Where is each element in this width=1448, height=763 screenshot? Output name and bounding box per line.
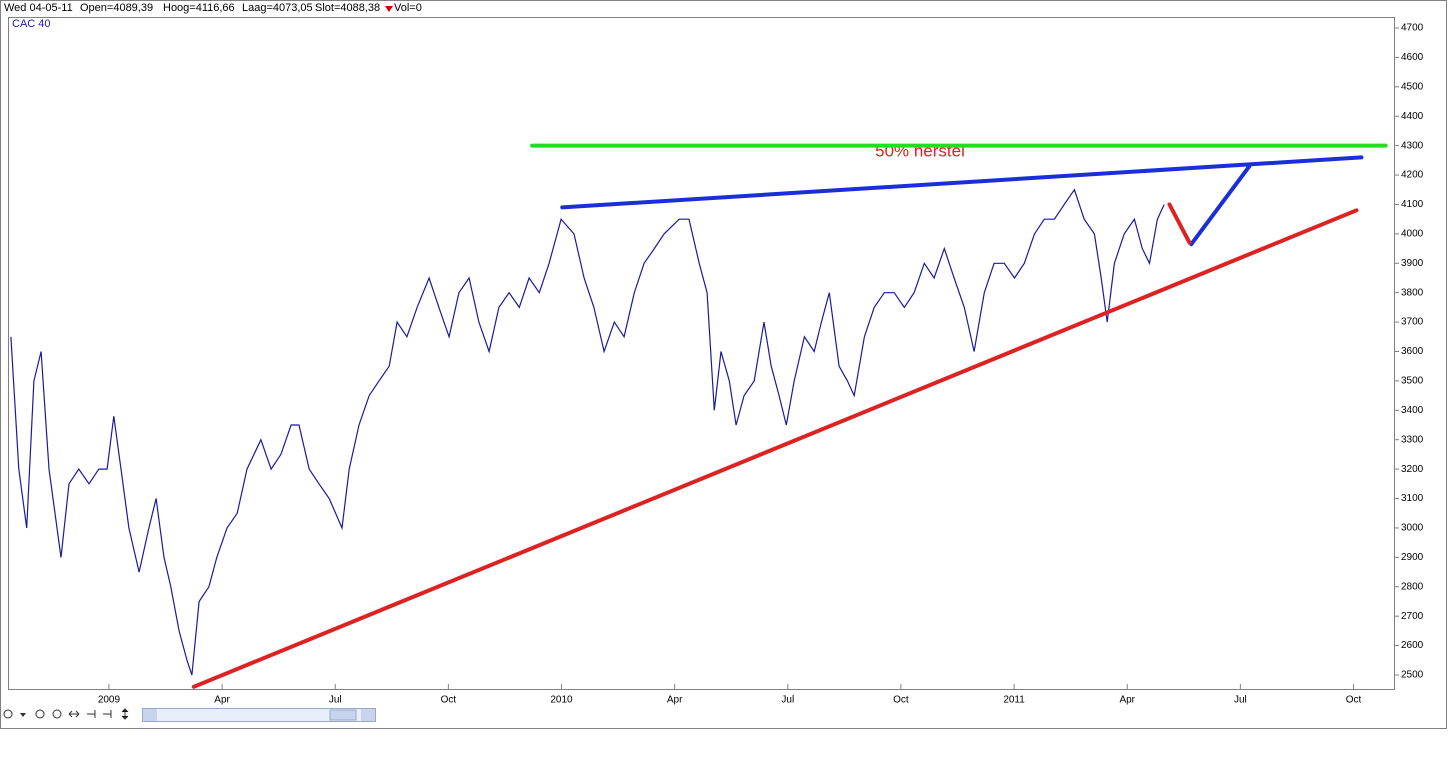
x-tick-label: 2009 (98, 695, 121, 706)
y-tick-label: 3600 (1401, 346, 1424, 357)
y-tick-label: 3700 (1401, 317, 1424, 328)
x-tick-label: Apr (214, 695, 230, 706)
scroll-right[interactable] (361, 709, 375, 721)
y-tick-label: 3300 (1401, 434, 1424, 445)
y-tick-label: 3500 (1401, 376, 1424, 387)
x-tick-label: Jul (329, 695, 342, 706)
header-high: Hoog=4116,66 (163, 2, 235, 14)
trend-line (191, 208, 1359, 689)
y-tick-label: 3900 (1401, 258, 1424, 269)
x-tick-label: Oct (441, 695, 457, 706)
scroll-end[interactable] (87, 710, 96, 718)
window-frame (0, 0, 1447, 729)
zoom-in[interactable] (35, 709, 45, 719)
y-tick-label: 2900 (1401, 552, 1424, 563)
pan[interactable] (68, 710, 80, 718)
price-line (10, 188, 1165, 676)
header-low: Laag=4073,05 (242, 2, 313, 14)
plot-frame (8, 17, 1395, 690)
y-tick-label: 2700 (1401, 611, 1424, 622)
vertical-zoom[interactable] (121, 708, 129, 720)
x-tick-label: Jul (781, 695, 794, 706)
y-tick-label: 3200 (1401, 464, 1424, 475)
scroll-thumb[interactable] (329, 709, 357, 721)
x-tick-label: Apr (667, 695, 683, 706)
x-tick-label: Oct (1346, 695, 1362, 706)
header-date: Wed 04-05-11 (4, 2, 73, 14)
toolbar (3, 708, 376, 722)
trend-line (1189, 164, 1252, 247)
y-tick-label: 4100 (1401, 199, 1424, 210)
y-tick-label: 2500 (1401, 670, 1424, 681)
y-tick-label: 4500 (1401, 81, 1424, 92)
scroll-left[interactable] (143, 709, 157, 721)
y-tick-label: 4300 (1401, 140, 1424, 151)
x-tick-label: Oct (893, 695, 909, 706)
x-tick-label: Jul (1234, 695, 1247, 706)
y-tick-label: 3100 (1401, 493, 1424, 504)
y-tick-label: 4600 (1401, 52, 1424, 63)
x-tick-label: 2011 (1003, 695, 1025, 706)
y-tick-label: 3800 (1401, 287, 1424, 298)
y-tick-label: 4000 (1401, 229, 1424, 240)
trend-line (560, 155, 1364, 210)
scroll-latest[interactable] (103, 710, 112, 718)
y-tick-label: 3000 (1401, 523, 1424, 534)
header-volume: Vol=0 (394, 2, 422, 14)
scrollbar[interactable] (142, 708, 376, 722)
trend-line (1167, 202, 1192, 245)
x-tick-label: Apr (1119, 695, 1135, 706)
tool-menu[interactable] (20, 713, 26, 717)
y-tick-label: 4400 (1401, 111, 1424, 122)
y-tick-label: 4700 (1401, 23, 1424, 34)
down-arrow (385, 6, 393, 12)
y-tick-label: 4200 (1401, 170, 1424, 181)
chart-title: CAC 40 (12, 18, 51, 30)
x-tick-label: 2010 (550, 695, 573, 706)
header-open: Open=4089,39 (80, 2, 153, 14)
y-tick-label: 2800 (1401, 581, 1424, 592)
zoom-tool[interactable] (3, 709, 13, 719)
y-tick-label: 2600 (1401, 640, 1424, 651)
zoom-out[interactable] (52, 709, 62, 719)
y-tick-label: 3400 (1401, 405, 1424, 416)
header-close: Slot=4088,38 (315, 2, 380, 14)
